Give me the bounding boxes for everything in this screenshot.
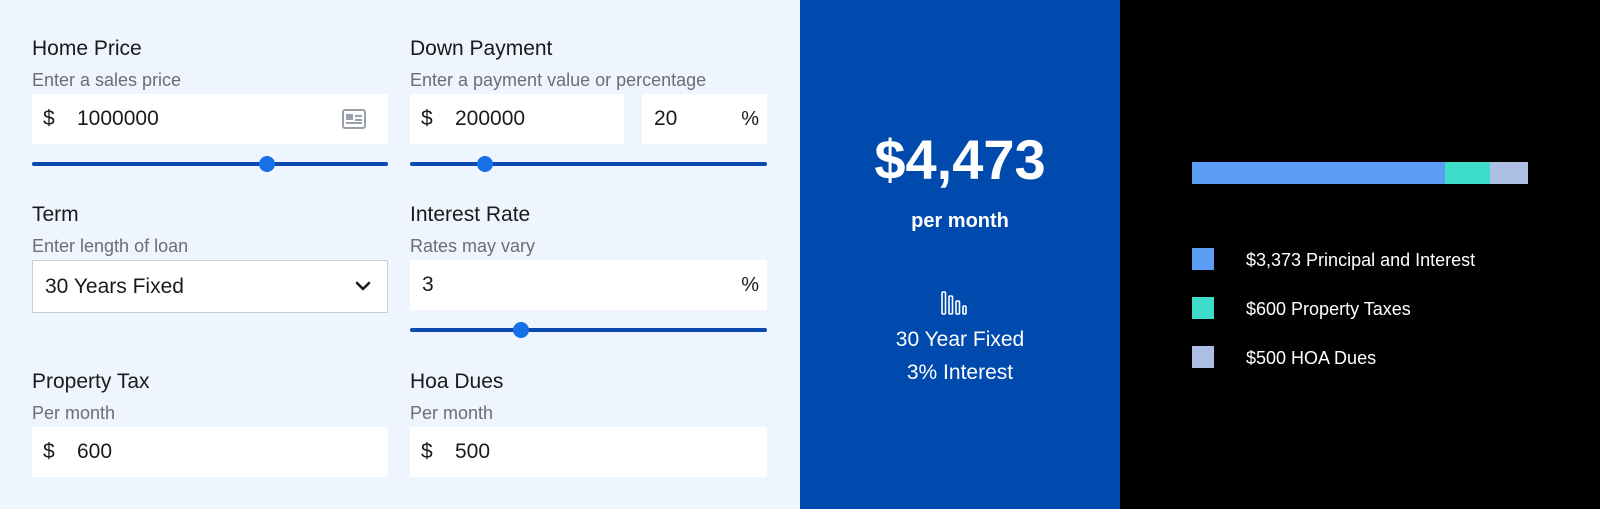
home-price-hint: Enter a sales price (32, 70, 182, 90)
hoa-dues-currency: $ (421, 440, 433, 463)
property-taxes-label: $600 Property Taxes (1246, 299, 1411, 319)
down-payment-currency: $ (421, 107, 433, 130)
interest-rate-field: Interest Rate Rates may vary (410, 204, 535, 255)
interest-rate-input[interactable]: 3 % (410, 260, 767, 310)
principal-label: $3,373 Principal and Interest (1246, 250, 1476, 270)
term-hint: Enter length of loan (32, 236, 189, 256)
interest-rate-slider-track[interactable] (410, 328, 767, 332)
hoa-dues-hint: Per month (410, 403, 494, 423)
interest-rate-slider-thumb[interactable] (512, 322, 529, 338)
home-price-title: Home Price (32, 37, 142, 60)
home-price-value: 1000000 (77, 107, 159, 130)
payment-breakdown: $3,373 Principal and Interest $600 Prope… (1120, 0, 1600, 509)
home-price-input[interactable]: $ 1000000 (32, 94, 388, 144)
property-tax-value: 600 (77, 440, 113, 463)
property-tax-currency: $ (43, 440, 55, 463)
payment-breakdown-bar (1192, 162, 1528, 184)
property-tax-title: Property Tax (32, 370, 150, 393)
property-tax-input[interactable]: $ 600 (32, 427, 388, 477)
interest-rate-value: 3 (422, 273, 434, 296)
term-select[interactable]: 30 Years Fixed (32, 260, 388, 313)
interest-rate-slider[interactable] (410, 321, 767, 339)
principal-segment (1192, 162, 1446, 184)
id-card-icon[interactable] (342, 109, 366, 129)
hoa-dues-label: $500 HOA Dues (1246, 348, 1377, 368)
interest-rate-title: Interest Rate (410, 203, 531, 226)
bar-chart-icon (941, 291, 967, 315)
principal-swatch (1192, 248, 1214, 270)
home-price-currency: $ (43, 107, 55, 130)
home-price-slider[interactable] (32, 155, 388, 173)
term-selected-value: 30 Years Fixed (45, 274, 184, 298)
hoa-dues-value: 500 (455, 440, 491, 463)
interest-rate-percent-symbol: % (741, 273, 759, 296)
down-payment-slider-thumb[interactable] (476, 156, 493, 172)
down-payment-value: 200000 (455, 107, 526, 130)
hoa-dues-field: Hoa Dues Per month (410, 371, 503, 422)
hoa-dues-title: Hoa Dues (410, 370, 504, 393)
home-price-slider-thumb[interactable] (258, 156, 275, 172)
interest-rate-hint: Rates may vary (410, 236, 536, 256)
calculator-form: Home Price Enter a sales price $ 1000000… (32, 38, 767, 477)
interest-rate-label: 3% Interest (906, 361, 1014, 384)
down-payment-percent-input[interactable]: 20 % (642, 94, 767, 144)
property-tax-hint: Per month (32, 403, 116, 423)
hoa-dues-segment (1490, 162, 1528, 184)
term-field: Term Enter length of loan (32, 204, 188, 255)
down-payment-title: Down Payment (410, 37, 553, 60)
down-payment-amount-input[interactable]: $ 200000 (410, 94, 624, 144)
payment-summary: $4,473 per month 30 Year Fixed 3% Intere… (800, 0, 1120, 509)
down-payment-percent-symbol: % (741, 107, 759, 130)
down-payment-slider[interactable] (410, 155, 767, 173)
down-payment-field: Down Payment Enter a payment value or pe… (410, 38, 706, 89)
down-payment-hint: Enter a payment value or percentage (410, 70, 707, 90)
hoa-dues-swatch (1192, 346, 1214, 368)
down-payment-slider-track[interactable] (410, 162, 767, 166)
home-price-slider-track[interactable] (32, 162, 388, 166)
home-price-field: Home Price Enter a sales price (32, 38, 181, 89)
per-month-label: per month (911, 210, 1009, 232)
down-payment-percent-value: 20 (654, 107, 678, 130)
loan-term-label: 30 Year Fixed (895, 328, 1025, 351)
chevron-down-icon[interactable] (353, 276, 373, 296)
property-taxes-segment (1445, 162, 1491, 184)
monthly-payment-amount: $4,473 (874, 128, 1046, 191)
hoa-dues-input[interactable]: $ 500 (410, 427, 767, 477)
property-tax-field: Property Tax Per month (32, 371, 150, 422)
term-title: Term (32, 203, 79, 226)
property-taxes-swatch (1192, 297, 1214, 319)
